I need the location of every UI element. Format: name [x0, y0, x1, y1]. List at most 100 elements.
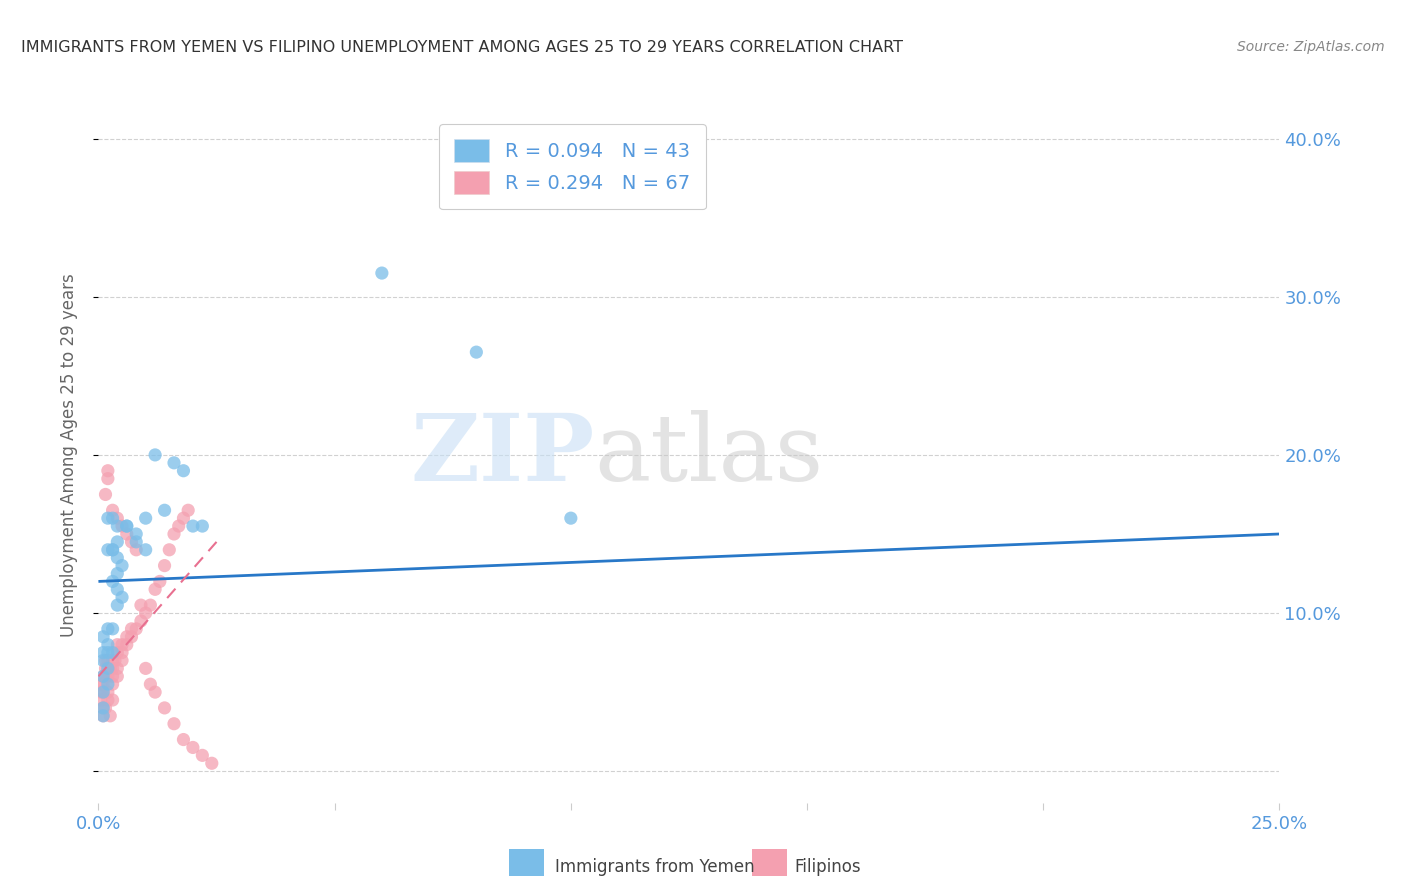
Point	[111, 653, 134, 667]
Point	[121, 622, 143, 636]
Point	[191, 519, 214, 533]
Point	[91, 669, 114, 683]
Point	[94, 661, 117, 675]
Point	[111, 638, 134, 652]
Point	[111, 558, 134, 573]
Point	[371, 266, 394, 280]
Text: atlas: atlas	[595, 410, 824, 500]
Point	[104, 653, 127, 667]
Point	[97, 472, 120, 486]
Point	[172, 732, 194, 747]
Point	[191, 748, 214, 763]
Point	[121, 630, 143, 644]
Point	[115, 519, 138, 533]
Point	[91, 708, 114, 723]
Point	[135, 511, 157, 525]
Point	[101, 622, 124, 636]
Point	[97, 464, 120, 478]
Point	[98, 708, 121, 723]
Point	[91, 701, 114, 715]
Point	[105, 638, 128, 652]
Point	[149, 574, 172, 589]
Point	[94, 653, 117, 667]
Point	[94, 669, 117, 683]
Point	[143, 582, 166, 597]
Point	[91, 701, 114, 715]
Point	[105, 566, 128, 581]
Point	[91, 685, 114, 699]
Point	[105, 646, 128, 660]
Point	[153, 701, 176, 715]
Point	[111, 591, 134, 605]
Point	[465, 345, 488, 359]
Point	[91, 685, 114, 699]
Point	[105, 598, 128, 612]
Point	[97, 646, 120, 660]
Point	[101, 542, 124, 557]
Point	[177, 503, 200, 517]
Point	[97, 669, 120, 683]
Point	[143, 685, 166, 699]
Point	[101, 511, 124, 525]
Y-axis label: Unemployment Among Ages 25 to 29 years: Unemployment Among Ages 25 to 29 years	[59, 273, 77, 637]
Point	[157, 542, 180, 557]
Point	[101, 677, 124, 691]
Point	[97, 542, 120, 557]
Point	[105, 550, 128, 565]
Point	[135, 606, 157, 620]
Point	[135, 661, 157, 675]
Point	[143, 448, 166, 462]
Point	[125, 534, 148, 549]
Point	[97, 661, 120, 675]
Point	[125, 527, 148, 541]
Point	[101, 669, 124, 683]
Point	[105, 519, 128, 533]
Point	[153, 558, 176, 573]
Point	[97, 622, 120, 636]
Point	[153, 503, 176, 517]
Point	[101, 653, 124, 667]
Text: ZIP: ZIP	[411, 410, 595, 500]
Point	[115, 630, 138, 644]
Point	[101, 574, 124, 589]
Text: Immigrants from Yemen: Immigrants from Yemen	[555, 858, 755, 876]
Point	[94, 487, 117, 501]
Point	[167, 519, 190, 533]
Point	[97, 693, 120, 707]
Point	[121, 534, 143, 549]
Point	[97, 685, 120, 699]
Text: IMMIGRANTS FROM YEMEN VS FILIPINO UNEMPLOYMENT AMONG AGES 25 TO 29 YEARS CORRELA: IMMIGRANTS FROM YEMEN VS FILIPINO UNEMPL…	[21, 40, 903, 55]
Point	[172, 511, 194, 525]
Point	[90, 677, 112, 691]
Point	[91, 653, 114, 667]
Point	[139, 677, 162, 691]
Point	[101, 542, 124, 557]
Point	[97, 511, 120, 525]
Point	[201, 756, 224, 771]
Point	[97, 677, 120, 691]
Point	[115, 527, 138, 541]
Point	[90, 685, 112, 699]
Point	[163, 527, 186, 541]
Point	[97, 653, 120, 667]
Point	[125, 622, 148, 636]
Point	[115, 519, 138, 533]
Point	[94, 701, 117, 715]
Point	[163, 716, 186, 731]
Point	[135, 542, 157, 557]
Point	[91, 630, 114, 644]
Point	[111, 646, 134, 660]
Point	[97, 638, 120, 652]
Point	[105, 661, 128, 675]
Legend: R = 0.094   N = 43, R = 0.294   N = 67: R = 0.094 N = 43, R = 0.294 N = 67	[439, 124, 706, 210]
Point	[129, 598, 152, 612]
Point	[181, 519, 204, 533]
Point	[105, 511, 128, 525]
Point	[91, 669, 114, 683]
Point	[101, 693, 124, 707]
Point	[97, 661, 120, 675]
Point	[90, 693, 112, 707]
Point	[163, 456, 186, 470]
Point	[139, 598, 162, 612]
Point	[91, 646, 114, 660]
